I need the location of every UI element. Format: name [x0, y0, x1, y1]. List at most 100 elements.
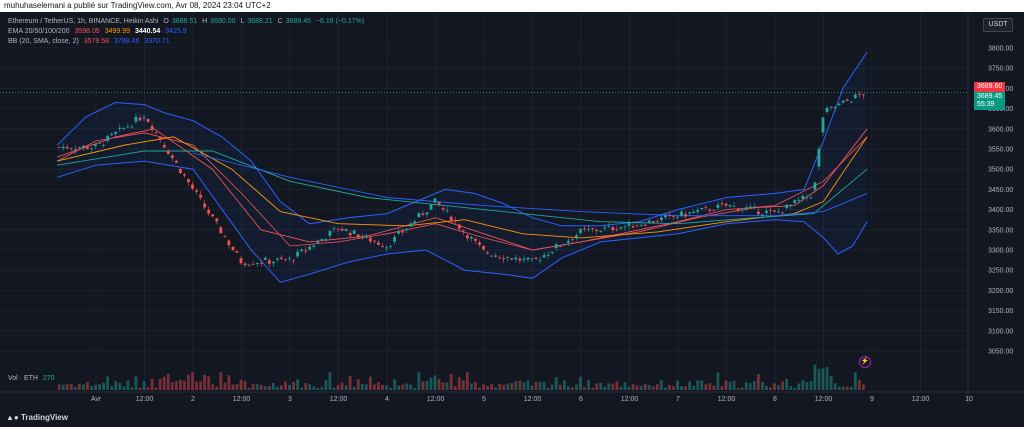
- candle-body: [207, 209, 211, 214]
- volume-bar: [98, 384, 101, 390]
- volume-bar: [619, 386, 623, 390]
- candle-body: [676, 216, 679, 218]
- candle-body: [215, 218, 219, 222]
- volume-bar: [393, 379, 396, 390]
- price-chart[interactable]: 3800.003750.003700.003650.003600.003550.…: [0, 12, 1024, 427]
- ema100-value: 3440.54: [134, 28, 161, 35]
- candle-body: [397, 231, 401, 234]
- candle-body: [797, 199, 801, 201]
- volume-bar: [510, 382, 514, 390]
- volume-bar: [583, 387, 586, 390]
- volume-bar: [389, 387, 392, 390]
- volume-bar: [550, 384, 554, 390]
- volume-bar: [142, 381, 146, 390]
- volume-bar: [591, 387, 595, 390]
- close-value: 3689.45: [285, 18, 311, 25]
- candle-body: [344, 229, 348, 232]
- volume-bar: [752, 381, 756, 390]
- currency-button[interactable]: USDT: [983, 18, 1013, 32]
- candle-body: [647, 220, 651, 223]
- candle-body: [853, 94, 857, 99]
- ema-legend[interactable]: EMA 20/50/100/200 3598.05 3499.99 3440.5…: [8, 27, 190, 36]
- volume-bar: [110, 386, 114, 390]
- volume-bar: [538, 381, 542, 390]
- candle-body: [841, 100, 845, 103]
- candle-body: [453, 220, 457, 222]
- volume-bar: [288, 384, 291, 390]
- candle-body: [134, 116, 138, 122]
- volume-bar: [566, 386, 570, 390]
- brand-name: TradingView: [20, 413, 68, 422]
- candle-body: [478, 242, 481, 245]
- candle-body: [130, 126, 134, 128]
- volume-bar: [486, 386, 489, 390]
- candle-body: [259, 262, 263, 264]
- bb-lower-value: 3370.71: [144, 38, 170, 45]
- candle-body: [191, 184, 194, 189]
- candle-body: [748, 206, 752, 208]
- candle-body: [223, 236, 227, 238]
- candle-body: [360, 237, 364, 239]
- volume-bar: [728, 381, 732, 390]
- candle-body: [773, 210, 776, 212]
- price-tick-label: 3150.00: [988, 308, 1013, 315]
- bb-legend[interactable]: BB (20, SMA, close, 2) 3579.58 3788.46 3…: [8, 37, 173, 46]
- volume-bar: [813, 364, 817, 390]
- chart-pane[interactable]: [0, 12, 1024, 427]
- volume-bar: [522, 382, 526, 390]
- volume-bar: [65, 384, 69, 390]
- candle-body: [518, 258, 522, 261]
- volume-bar: [785, 378, 789, 390]
- candle-body: [114, 132, 118, 134]
- volume-bar: [292, 381, 295, 390]
- price-tick-label: 3750.00: [988, 66, 1013, 73]
- candle-body: [575, 235, 578, 239]
- candle-body: [231, 246, 235, 251]
- candle-body: [554, 244, 558, 249]
- volume-bar: [534, 381, 538, 390]
- candle-body: [368, 237, 372, 242]
- candle-body: [639, 224, 643, 226]
- symbol-legend[interactable]: Ethereum / TetherUS, 1h, BINANCE, Heikin…: [8, 17, 367, 26]
- candle-body: [760, 214, 764, 216]
- volume-bar: [122, 386, 126, 390]
- candle-body: [700, 207, 704, 210]
- volume-legend[interactable]: Vol · ETH 270: [8, 374, 58, 383]
- volume-bar: [562, 380, 566, 390]
- bb-lower-line: [57, 160, 868, 283]
- ema50-value: 3499.99: [104, 28, 131, 35]
- candle-body: [821, 117, 825, 133]
- time-tick-label: 2: [191, 396, 195, 403]
- volume-bar: [603, 386, 607, 390]
- volume-bar: [849, 386, 853, 390]
- price-tick-label: 3600.00: [988, 126, 1013, 133]
- volume-bar: [623, 382, 627, 390]
- candle-body: [162, 144, 166, 148]
- candle-body: [708, 209, 712, 211]
- candle-body: [187, 179, 190, 183]
- candle-body: [522, 258, 526, 260]
- candle-body: [199, 194, 202, 198]
- candle-body: [801, 195, 805, 199]
- volume-bar: [829, 376, 833, 390]
- candle-body: [526, 257, 530, 260]
- volume-bar: [284, 381, 287, 390]
- candle-body: [716, 204, 720, 208]
- volume-bar: [684, 386, 687, 390]
- candle-body: [158, 136, 162, 140]
- price-tick-label: 3200.00: [988, 288, 1013, 295]
- candle-body: [837, 103, 841, 106]
- lightning-icon[interactable]: ⚡: [859, 356, 871, 368]
- volume-bar: [385, 385, 388, 390]
- time-tick-label: Avr: [91, 396, 102, 403]
- volume-bar: [320, 387, 324, 390]
- volume-bar: [114, 381, 118, 390]
- volume-bar: [437, 379, 441, 390]
- ema200-value: 3425.9: [165, 28, 187, 35]
- candle-body: [833, 107, 837, 109]
- publish-text: muhuhaselemani a publié sur TradingView.…: [4, 1, 271, 10]
- candle-body: [203, 203, 207, 208]
- volume-bar: [579, 376, 582, 390]
- volume-bar: [554, 377, 558, 390]
